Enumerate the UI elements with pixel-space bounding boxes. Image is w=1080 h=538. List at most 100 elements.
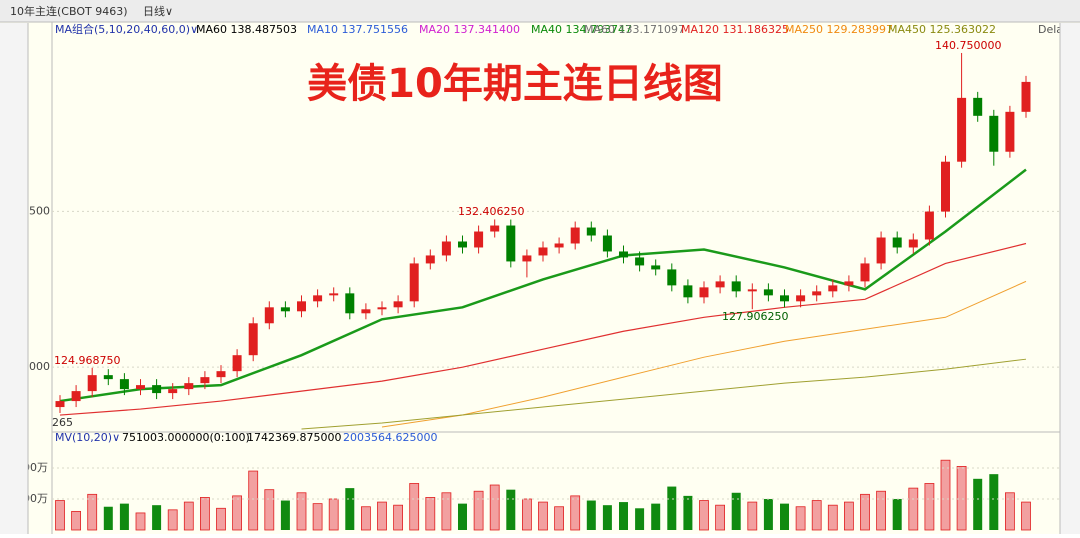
- volume-bar: [71, 510, 81, 531]
- candle-body: [844, 281, 854, 286]
- volume-bar: [522, 498, 532, 531]
- candle-body: [941, 161, 950, 212]
- volume-bar: [538, 501, 548, 531]
- volume-bar: [248, 470, 259, 531]
- candle-body: [924, 211, 934, 240]
- volume-readout: 1742369.875000: [247, 431, 341, 444]
- volume-bar: [940, 459, 951, 531]
- candle-body: [860, 263, 870, 282]
- candle-body: [264, 307, 274, 324]
- candle-body: [538, 247, 548, 256]
- volume-bar: [216, 507, 226, 531]
- right-panel: [1060, 23, 1080, 534]
- volume-bar: [328, 498, 339, 531]
- left-panel: [0, 23, 28, 534]
- candle-body: [715, 281, 725, 288]
- candle-body: [136, 385, 145, 390]
- candle-body: [683, 285, 693, 298]
- volume-bar: [87, 493, 98, 531]
- volume-bar: [183, 501, 194, 531]
- candle-body: [297, 301, 306, 312]
- candle-body: [248, 323, 258, 356]
- legend-entry: MA450 125.363022: [888, 23, 996, 36]
- indicator-label[interactable]: MA组合(5,10,20,40,60,0)∨: [55, 22, 198, 36]
- legend-entry: MA20 137.341400: [419, 23, 520, 36]
- volume-readout: 751003.000000(0:100): [122, 431, 250, 444]
- volume-bar: [119, 503, 129, 530]
- candle-body: [1005, 111, 1015, 152]
- volume-bar: [747, 501, 758, 531]
- volume-bar: [167, 509, 178, 531]
- candle-body: [168, 389, 178, 394]
- volume-bar: [296, 492, 307, 531]
- volume-bar: [699, 500, 709, 531]
- candle-body: [216, 371, 226, 378]
- volume-bar: [489, 484, 500, 531]
- volume-bar: [811, 500, 822, 531]
- candle-body: [812, 291, 822, 296]
- volume-bar: [312, 503, 323, 531]
- price-annotation: 127.906250: [722, 310, 788, 323]
- legend-entry: MA60 133.171097: [584, 23, 685, 36]
- candle-body: [635, 257, 645, 266]
- candle-body: [892, 237, 902, 248]
- candle-body: [280, 307, 290, 312]
- candle-body: [957, 97, 967, 162]
- candle-body: [474, 231, 484, 248]
- candle-body: [780, 295, 789, 302]
- volume-bar: [924, 483, 935, 531]
- candle-body: [441, 241, 451, 256]
- volume-bar: [827, 504, 838, 531]
- volume-label[interactable]: MV(10,20)∨: [55, 431, 120, 444]
- volume-bar: [586, 500, 596, 530]
- volume-bar: [570, 495, 581, 531]
- ma-line: [381, 280, 1027, 428]
- candle-body: [796, 295, 806, 302]
- volume-bar: [780, 503, 789, 530]
- volume-bar: [232, 495, 243, 531]
- volume-bar: [635, 508, 645, 530]
- legend-entry: MA60 138.487503: [196, 23, 297, 36]
- symbol[interactable]: 10年主连(CBOT 9463): [10, 4, 127, 18]
- candle-body: [763, 289, 773, 296]
- volume-bar: [892, 498, 902, 530]
- volume-bar: [103, 506, 113, 530]
- toolbar: [0, 0, 1080, 22]
- volume-bar: [731, 492, 741, 530]
- candle-body: [554, 243, 564, 248]
- volume-bar: [377, 501, 387, 531]
- volume-bar: [393, 504, 404, 531]
- volume-bar: [876, 490, 886, 531]
- candle-body: [409, 263, 419, 302]
- volume-bar: [473, 490, 484, 531]
- candle-body: [377, 307, 387, 310]
- candle-body: [232, 355, 242, 372]
- volume-bar: [683, 495, 693, 530]
- volume-bar: [860, 493, 870, 531]
- volume-bar: [763, 498, 773, 530]
- volume-bar: [651, 503, 661, 530]
- candle-body: [200, 377, 210, 384]
- volume-bar: [844, 501, 854, 531]
- volume-bar: [619, 502, 628, 530]
- volume-bar: [989, 474, 999, 530]
- candle-body: [731, 281, 741, 292]
- candle-body: [119, 379, 129, 390]
- candle-body: [973, 97, 983, 116]
- candle-body: [184, 383, 194, 390]
- candle-body: [619, 251, 628, 258]
- period-menu[interactable]: 日线∨: [143, 4, 173, 18]
- legend-entry: MA40 134.793747: [531, 23, 632, 36]
- volume-bar: [973, 478, 983, 530]
- volume-bar: [602, 505, 612, 530]
- price-annotation: 265: [52, 416, 73, 429]
- candle-body: [71, 391, 81, 402]
- volume-bar: [409, 483, 420, 531]
- candle-body: [602, 235, 612, 252]
- candle-body: [522, 255, 532, 262]
- volume-bar: [1021, 501, 1031, 531]
- volume-bar: [199, 497, 210, 531]
- candle-body: [425, 255, 435, 264]
